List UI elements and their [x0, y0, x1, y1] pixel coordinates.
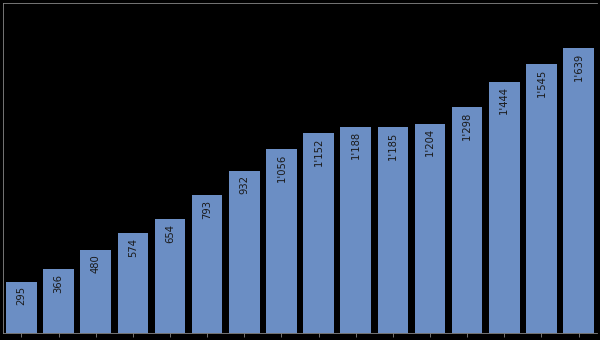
- Bar: [155, 219, 185, 333]
- Bar: [452, 107, 482, 333]
- Bar: [266, 150, 296, 333]
- Text: 1'188: 1'188: [351, 131, 361, 159]
- Bar: [526, 65, 557, 333]
- Bar: [304, 133, 334, 333]
- Text: 1'639: 1'639: [574, 52, 584, 81]
- Bar: [415, 124, 445, 333]
- Text: 1'204: 1'204: [425, 128, 435, 156]
- Bar: [489, 82, 520, 333]
- Text: 1'056: 1'056: [277, 154, 286, 182]
- Text: 1'545: 1'545: [536, 69, 547, 97]
- Text: 793: 793: [202, 200, 212, 219]
- Bar: [43, 269, 74, 333]
- Bar: [118, 233, 148, 333]
- Bar: [340, 126, 371, 333]
- Bar: [192, 195, 223, 333]
- Bar: [6, 282, 37, 333]
- Text: 1'152: 1'152: [314, 137, 323, 166]
- Text: 654: 654: [165, 224, 175, 243]
- Text: 1'298: 1'298: [462, 112, 472, 140]
- Text: 366: 366: [53, 274, 64, 293]
- Text: 480: 480: [91, 254, 101, 273]
- Text: 574: 574: [128, 238, 138, 257]
- Text: 1'444: 1'444: [499, 86, 509, 114]
- Bar: [563, 48, 594, 333]
- Text: 295: 295: [16, 286, 26, 305]
- Bar: [80, 250, 111, 333]
- Text: 932: 932: [239, 175, 249, 194]
- Bar: [377, 127, 408, 333]
- Text: 1'185: 1'185: [388, 132, 398, 160]
- Bar: [229, 171, 260, 333]
